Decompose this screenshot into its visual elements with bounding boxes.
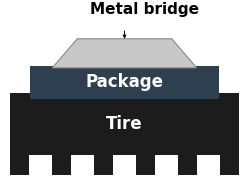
FancyBboxPatch shape: [113, 155, 136, 175]
FancyBboxPatch shape: [10, 93, 239, 175]
FancyBboxPatch shape: [29, 155, 52, 175]
FancyBboxPatch shape: [197, 155, 220, 175]
FancyBboxPatch shape: [155, 155, 178, 175]
FancyBboxPatch shape: [30, 66, 219, 99]
Polygon shape: [52, 39, 197, 68]
FancyBboxPatch shape: [71, 155, 94, 175]
Text: Tire: Tire: [106, 115, 143, 133]
Text: Metal bridge: Metal bridge: [90, 2, 199, 17]
Text: Package: Package: [85, 74, 164, 91]
